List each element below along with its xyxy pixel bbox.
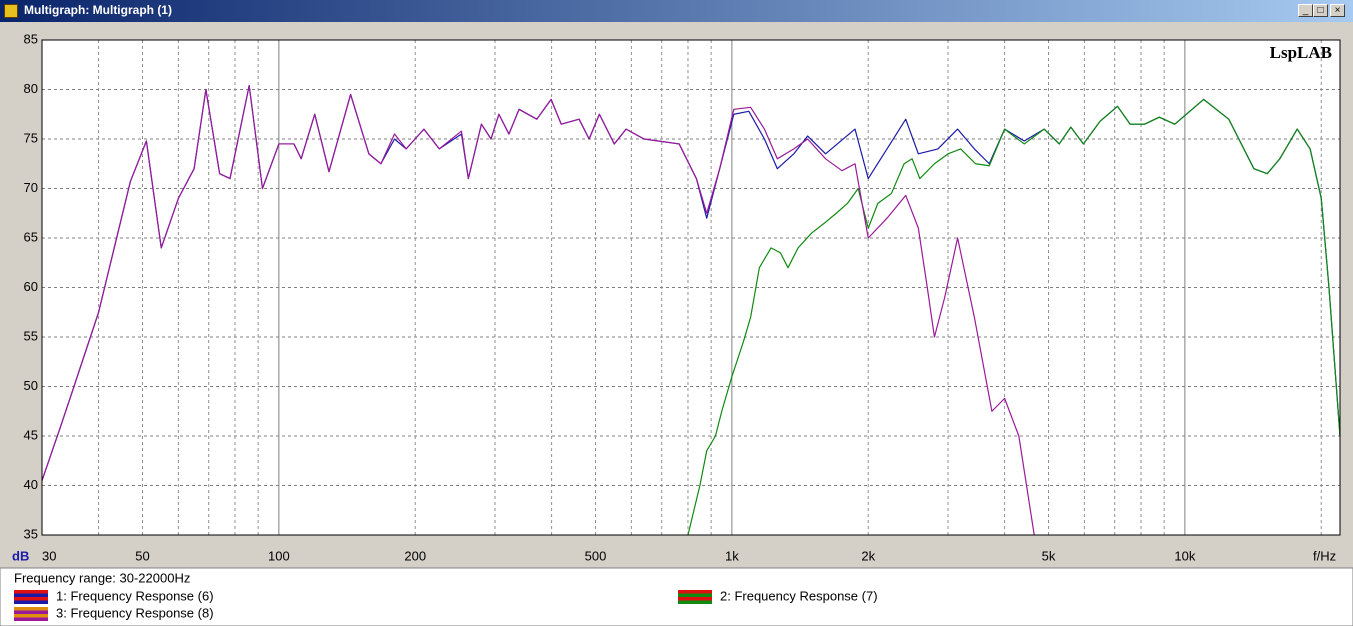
- x-tick-label: 30: [42, 548, 56, 563]
- legend-box: [0, 567, 1353, 626]
- grid: [42, 39, 1340, 536]
- minimize-button[interactable]: _: [1298, 4, 1313, 17]
- y-tick-label: 50: [24, 378, 38, 393]
- series-line: [687, 98, 1341, 536]
- legend-swatch: [14, 617, 48, 621]
- y-axis-label: dB: [12, 548, 29, 563]
- y-tick-label: 75: [24, 130, 38, 145]
- legend-label: 2: Frequency Response (7): [720, 588, 878, 603]
- y-tick-label: 35: [24, 526, 38, 541]
- chart: LspLAB dB f/Hz Frequency range: 30-22000…: [0, 22, 1353, 626]
- y-tick-label: 65: [24, 229, 38, 244]
- legend-swatch: [678, 597, 712, 601]
- x-tick-label: 10k: [1174, 548, 1195, 563]
- legend-swatch: [14, 600, 48, 604]
- legend-title: Frequency range: 30-22000Hz: [14, 570, 190, 585]
- y-tick-label: 80: [24, 81, 38, 96]
- x-tick-label: 200: [404, 548, 426, 563]
- legend-swatch: [678, 590, 712, 594]
- legend-swatch: [678, 600, 712, 604]
- x-tick-label: 2k: [861, 548, 875, 563]
- x-tick-label: 500: [585, 548, 607, 563]
- plot-border: [41, 39, 1341, 536]
- legend-swatch: [14, 610, 48, 614]
- legend-swatch: [14, 607, 48, 611]
- legend-label: 3: Frequency Response (8): [56, 605, 214, 620]
- x-tick-label: 100: [268, 548, 290, 563]
- x-axis-label: f/Hz: [1313, 548, 1336, 563]
- y-tick-label: 85: [24, 31, 38, 46]
- legend-swatch: [14, 590, 48, 594]
- y-tick-label: 55: [24, 328, 38, 343]
- window-icon: [4, 4, 18, 18]
- y-tick-label: 70: [24, 180, 38, 195]
- legend-swatch: [678, 593, 712, 597]
- close-button[interactable]: ×: [1330, 4, 1345, 17]
- maximize-button[interactable]: □: [1313, 4, 1328, 17]
- window-title: Multigraph: Multigraph (1): [24, 3, 172, 17]
- y-tick-label: 60: [24, 279, 38, 294]
- y-tick-label: 45: [24, 427, 38, 442]
- title-bar: Multigraph: Multigraph (1) _ □ ×: [0, 0, 1353, 22]
- legend-swatch: [14, 593, 48, 597]
- watermark: LspLAB: [1270, 43, 1332, 62]
- x-tick-label: 50: [135, 548, 149, 563]
- x-tick-label: 5k: [1042, 548, 1056, 563]
- lines: [41, 84, 1341, 536]
- x-tick-label: 1k: [725, 548, 739, 563]
- legend-label: 1: Frequency Response (6): [56, 588, 214, 603]
- legend-swatch: [14, 614, 48, 618]
- legend-swatch: [14, 597, 48, 601]
- series-line: [41, 84, 1035, 536]
- y-tick-label: 40: [24, 477, 38, 492]
